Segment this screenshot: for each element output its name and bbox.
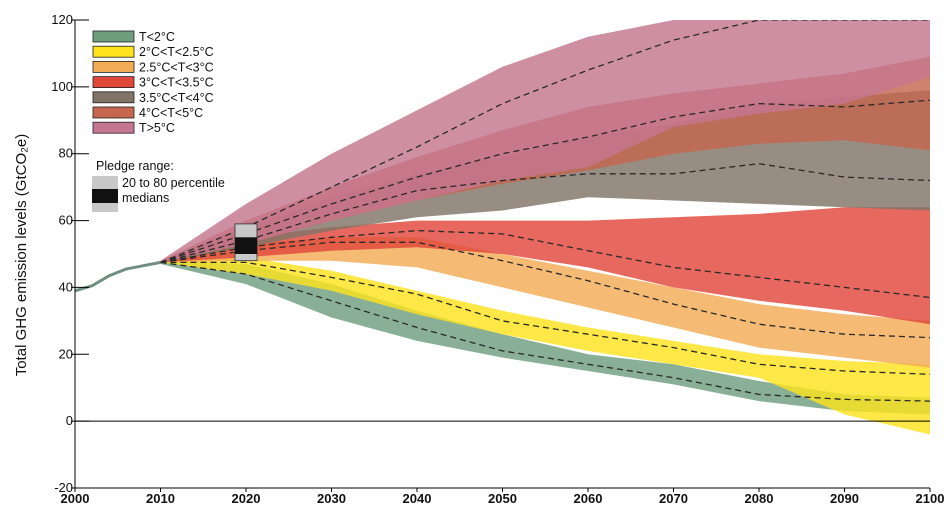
x-tick-label: 2020 [232,491,261,506]
y-tick-label: 80 [59,146,73,161]
legend-swatch-2p5-t-3 [92,61,135,73]
median-line-5 [160,163,930,264]
legend-label-2-t-2p5: 2°C<T<2.5°C [139,45,214,59]
legend-swatch-4-t-5 [92,106,135,119]
y-tick-label: 40 [59,279,73,294]
y-axis-label: Total GHG emission levels (GtCO₂e) [13,134,30,377]
legend-swatch-t-2 [92,30,135,43]
y-tick-label: 60 [59,213,73,228]
legend: T<2°C2°C<T<2.5°C2.5°C<T<3°C 3°C<T<3.5°C3.… [92,30,214,135]
x-tick-label: 2100 [916,491,945,506]
pledge-marker [234,223,258,262]
x-tick-label: 2030 [317,491,346,506]
x-tick-label: 2000 [61,491,90,506]
legend-label-t-5: T>5°C [139,121,175,135]
y-tick-label: 100 [51,79,73,94]
x-tick-label: 2090 [830,491,859,506]
x-tick-label: 2010 [146,491,175,506]
legend-swatch-t-5 [92,121,135,134]
x-tick-label: 2080 [745,491,774,506]
pledge-range-label: 20 to 80 percentile [122,176,225,190]
legend-label-3p5-t-4: 3.5°C<T<4°C [139,91,214,105]
pledge-median-box [235,237,257,254]
x-tick-label: 2040 [403,491,432,506]
median-line-1 [160,261,930,402]
band-1 [160,260,930,415]
x-tick-label: 2070 [659,491,688,506]
legend-swatch-2-t-2p5 [92,45,135,58]
band-7 [160,20,930,263]
y-tick-label: 0 [66,413,73,428]
median-line-2 [160,261,930,375]
y-tick-label: 120 [51,12,73,27]
median-lines [160,20,930,402]
legend-swatch-3-t-3p5 [92,76,135,88]
median-line-3 [160,241,930,339]
legend-label-2p5-t-3: 2.5°C<T<3°C [139,60,214,74]
band-3 [160,237,930,368]
y-tick-label: 20 [59,346,73,361]
median-line-7 [160,20,930,264]
median-line-6 [160,99,930,264]
legend-swatch-3p5-t-4 [92,91,135,104]
legend-label-t-2: T<2°C [139,30,175,44]
pledge-title: Pledge range: [96,159,174,173]
band-4 [160,207,930,325]
historical-emissions-line [74,260,161,293]
scenario-bands [160,20,930,435]
legend-label-4-t-5: 4°C<T<5°C [139,106,203,120]
x-tick-label: 2060 [574,491,603,506]
historical-line [74,260,161,293]
y-tick-label: -20 [54,480,73,495]
legend-label-3-t-3p5: 3°C<T<3.5°C [139,76,214,90]
pledge-median-label: medians [122,191,169,205]
x-tick-label: 2050 [488,491,517,506]
pledge-key-median-swatch [92,189,118,203]
